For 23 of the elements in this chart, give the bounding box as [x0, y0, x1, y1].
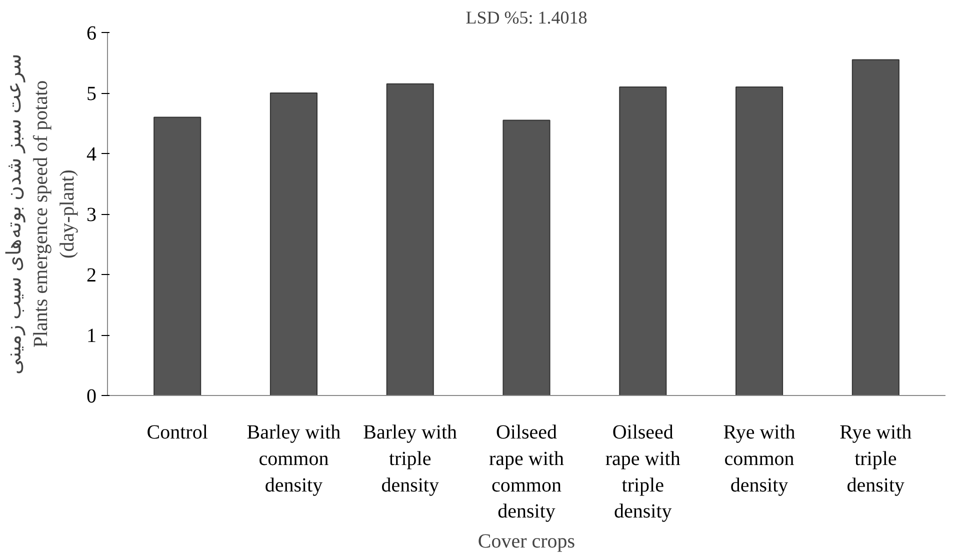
bar [736, 86, 784, 396]
bar [502, 120, 550, 396]
y-tick-label: 4 [86, 144, 96, 166]
x-tick-label: Barley with common density [246, 422, 341, 496]
x-tick-label: Oilseed rape with common density [489, 422, 564, 523]
x-tick-label: Rye with triple density [840, 422, 912, 496]
y-tick-label: 1 [86, 325, 96, 347]
bar [619, 86, 667, 396]
y-tick-label: 3 [86, 204, 96, 226]
x-tick-label: Control [146, 422, 208, 444]
x-tick-label: Oilseed rape with triple density [605, 422, 680, 523]
bar [386, 83, 434, 396]
x-tick-label: Rye with common density [723, 422, 796, 496]
bar [154, 116, 202, 396]
x-axis-title: Cover crops [478, 530, 576, 553]
y-tick-label: 2 [86, 264, 96, 286]
y-tick-label: 0 [86, 386, 96, 408]
bar [270, 92, 318, 396]
x-tick-label: Barley with triple density [363, 422, 458, 496]
chart-title: LSD %5: 1.4018 [466, 8, 588, 28]
y-tick-label: 6 [86, 22, 96, 44]
y-tick-label: 5 [86, 83, 96, 105]
bar [852, 59, 900, 396]
